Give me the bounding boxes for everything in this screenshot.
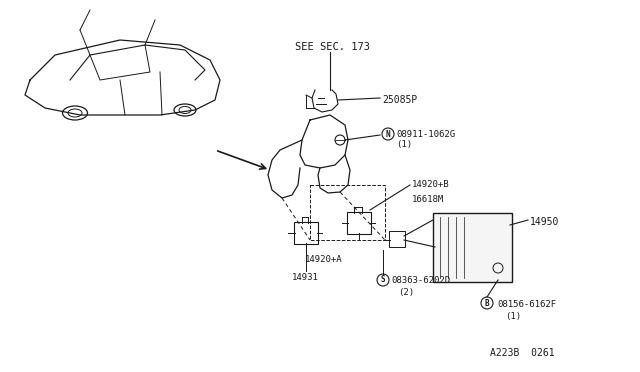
Text: 16618M: 16618M	[412, 195, 444, 204]
Text: A223B  0261: A223B 0261	[490, 348, 555, 358]
Text: 14920+B: 14920+B	[412, 180, 450, 189]
Text: N: N	[386, 129, 390, 138]
Text: 08156-6162F: 08156-6162F	[497, 300, 556, 309]
Text: 08911-1062G
(1): 08911-1062G (1)	[396, 130, 455, 150]
Text: 25085P: 25085P	[382, 95, 417, 105]
Text: B: B	[484, 298, 490, 308]
Text: SEE SEC. 173: SEE SEC. 173	[295, 42, 370, 52]
Text: (2): (2)	[398, 288, 414, 297]
FancyBboxPatch shape	[433, 213, 512, 282]
Text: 14931: 14931	[292, 273, 319, 282]
Text: (1): (1)	[505, 312, 521, 321]
Text: 14920+A: 14920+A	[305, 255, 342, 264]
Text: 14950: 14950	[530, 217, 559, 227]
Text: 08363-6202D: 08363-6202D	[391, 276, 450, 285]
Text: S: S	[381, 276, 385, 285]
